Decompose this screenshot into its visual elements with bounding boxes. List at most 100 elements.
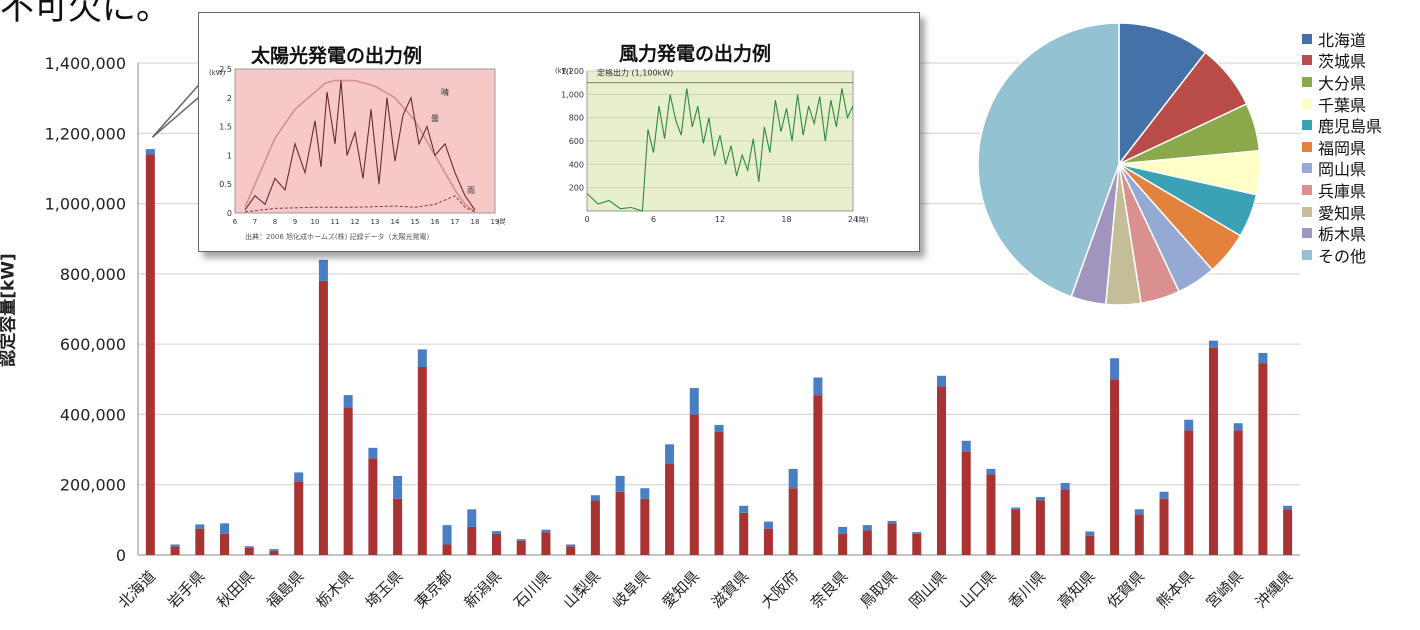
bar-segment — [195, 524, 205, 529]
x-tick-label: 石川県 — [510, 567, 555, 612]
bar-segment — [516, 539, 526, 541]
bar-segment — [640, 488, 650, 499]
bar-segment — [318, 259, 328, 281]
solar-x-tick: 7 — [253, 218, 257, 226]
bar-segment — [1208, 347, 1218, 555]
solar-x-tick: 6 — [233, 218, 238, 226]
solar-y-unit: (kW) — [209, 69, 226, 77]
y-tick-label: 1,400,000 — [45, 54, 126, 73]
x-tick-label: 栃木県 — [312, 567, 357, 612]
wind-annotation: 定格出力 (1,100kW) — [597, 68, 673, 78]
legend-label: 栃木県 — [1318, 225, 1367, 245]
legend-swatch — [1302, 55, 1312, 66]
x-tick-label: 滋賀県 — [708, 567, 753, 612]
bar-segment — [467, 509, 477, 527]
inset-panel: 太陽光発電の出力例 風力発電の出力例 (kW) 0 0.5 1 1.5 2 2.5 6 7 8 9 1… — [198, 12, 920, 252]
bar-segment — [393, 475, 403, 499]
legend-swatch — [1302, 141, 1312, 152]
x-tick-label: 秋田県 — [214, 567, 259, 612]
bar-segment — [1085, 535, 1095, 555]
solar-series-label: 曇 — [431, 114, 439, 123]
x-tick-label: 佐賀県 — [1104, 567, 1149, 612]
bar-segment — [739, 505, 749, 513]
legend-label: 福岡県 — [1318, 138, 1367, 158]
bar-segment — [838, 533, 848, 555]
legend-item: 北海道 — [1302, 28, 1382, 50]
bar-segment — [1159, 498, 1169, 555]
pie-chart — [977, 22, 1261, 306]
y-tick-label: 400,000 — [60, 405, 126, 424]
bar-segment — [220, 533, 230, 555]
bar-segment — [566, 546, 576, 555]
bar-segment — [665, 444, 675, 464]
bar-segment — [937, 375, 947, 387]
x-tick-label: 岡山県 — [906, 567, 951, 612]
wind-x-tick: 24 — [848, 215, 858, 224]
bar-segment — [1110, 379, 1120, 555]
solar-y-tick: 0.5 — [219, 180, 232, 189]
y-tick-label: 1,200,000 — [45, 124, 126, 143]
bar-segment — [590, 495, 600, 501]
bar-segment — [566, 544, 576, 547]
bar-segment — [714, 424, 724, 432]
bar-segment — [1184, 430, 1194, 555]
legend-item: 岡山県 — [1302, 158, 1382, 180]
bar-segment — [689, 388, 699, 415]
bar-segment — [244, 546, 254, 548]
x-tick-label: 愛知県 — [659, 567, 704, 612]
bar-segment — [937, 386, 947, 555]
wind-y-tick: 600 — [569, 137, 584, 146]
legend-label: 鹿児島県 — [1318, 117, 1383, 137]
x-tick-label: 福島県 — [263, 567, 308, 612]
legend-item: 福岡県 — [1302, 136, 1382, 158]
bar-segment — [516, 540, 526, 555]
x-tick-label: 熊本県 — [1153, 567, 1198, 612]
x-tick-label: 新潟県 — [461, 567, 506, 612]
y-tick-label: 800,000 — [60, 265, 126, 284]
y-tick-label: 600,000 — [60, 335, 126, 354]
bar-segment — [862, 525, 872, 531]
x-tick-label: 沖縄県 — [1252, 567, 1297, 612]
legend-label: 兵庫県 — [1318, 181, 1367, 201]
bar-segment — [986, 468, 996, 475]
legend-label: 千葉県 — [1318, 95, 1367, 115]
pie-slice — [977, 22, 1120, 298]
y-tick-label: 1,000,000 — [45, 195, 126, 214]
solar-inset-title: 太陽光発電の出力例 — [251, 45, 423, 67]
bar-segment — [467, 526, 477, 555]
bar-segment — [417, 366, 427, 555]
legend-item: 茨城県 — [1302, 50, 1382, 71]
bar-segment — [393, 498, 403, 555]
y-tick-label: 200,000 — [60, 476, 126, 495]
solar-x-tick: 11 — [331, 218, 340, 226]
solar-series-line — [244, 195, 476, 213]
bar-segment — [887, 523, 897, 555]
x-tick-label: 山梨県 — [560, 567, 605, 612]
legend-label: 大分県 — [1318, 73, 1367, 93]
bar-segment — [491, 531, 501, 534]
legend-label: 岡山県 — [1318, 160, 1367, 180]
bar-segment — [862, 530, 872, 555]
bar-segment — [170, 546, 180, 555]
bar-segment — [1283, 505, 1293, 510]
bar-segment — [689, 414, 699, 555]
wind-y-tick: 1,200 — [561, 67, 584, 76]
x-tick-label: 香川県 — [1005, 567, 1050, 612]
bar-segment — [1035, 500, 1045, 555]
bar-segment — [1110, 358, 1120, 380]
bar-segment — [912, 533, 922, 555]
y-axis-title-text: 認定容量[kW] — [0, 253, 19, 367]
x-tick-label: 宮崎県 — [1202, 567, 1247, 612]
x-tick-label: 岐阜県 — [609, 567, 654, 612]
x-tick-label: 奈良県 — [807, 567, 852, 612]
solar-x-tick: 15 — [411, 218, 420, 226]
bar-segment — [813, 377, 823, 396]
x-tick-label: 大阪府 — [757, 567, 802, 612]
solar-y-tick: 1 — [227, 151, 232, 160]
solar-y-tick: 2 — [227, 94, 232, 103]
wind-y-tick: 800 — [569, 114, 584, 123]
bar-segment — [1134, 514, 1144, 555]
wind-x-tick: 6 — [651, 215, 656, 224]
bar-segment — [442, 544, 452, 555]
